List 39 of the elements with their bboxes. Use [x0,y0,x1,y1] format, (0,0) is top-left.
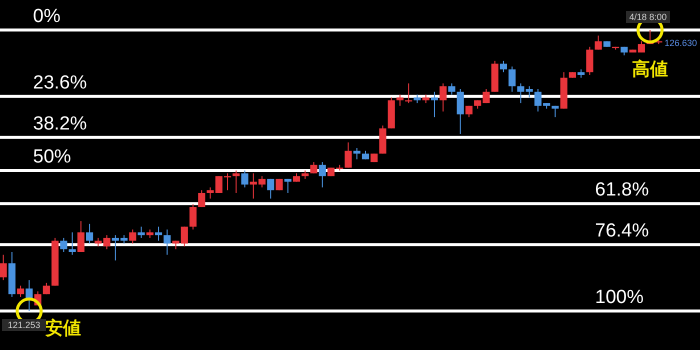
candlestick [189,204,197,230]
ref-line-label: 0% [33,6,61,27]
candlestick [396,94,404,106]
candlestick [594,35,602,50]
candlestick [86,223,94,244]
annotation: 121.253 [2,319,46,331]
candlestick [164,229,171,256]
ref-line-label: 61.8% [595,180,649,201]
ref-line-label: 76.4% [595,220,649,242]
candlestick [103,234,110,250]
candlestick [77,220,84,252]
candlestick [129,229,136,244]
candlestick [430,91,438,118]
candlestick [526,86,533,98]
candlestick [440,82,447,112]
candlestick [318,162,326,188]
ref-line-label: 23.6% [33,72,87,94]
annotation: 4/18 8:00 [626,11,670,23]
candlestick [310,162,318,174]
candlestick [68,232,76,256]
candlestick [198,190,206,208]
candlestick [500,60,508,73]
annotation: 高値 [632,59,668,79]
ref-line-label: 50% [33,146,72,168]
annotation: 安値 [45,318,82,338]
ref-line-label: 38.2% [33,113,87,134]
candlestick [60,237,68,252]
candlestick [517,82,524,104]
candlestick [456,88,464,134]
ref-line-label: 100% [595,287,644,308]
candlestick [508,66,516,92]
candlestick [267,178,274,200]
candlestick [17,285,24,298]
candlestick [0,254,7,281]
candlestick [344,142,352,168]
candlestick [448,82,456,96]
candlestick [241,170,248,188]
annotation: 126.630 [664,38,697,48]
candlestick [586,46,594,76]
